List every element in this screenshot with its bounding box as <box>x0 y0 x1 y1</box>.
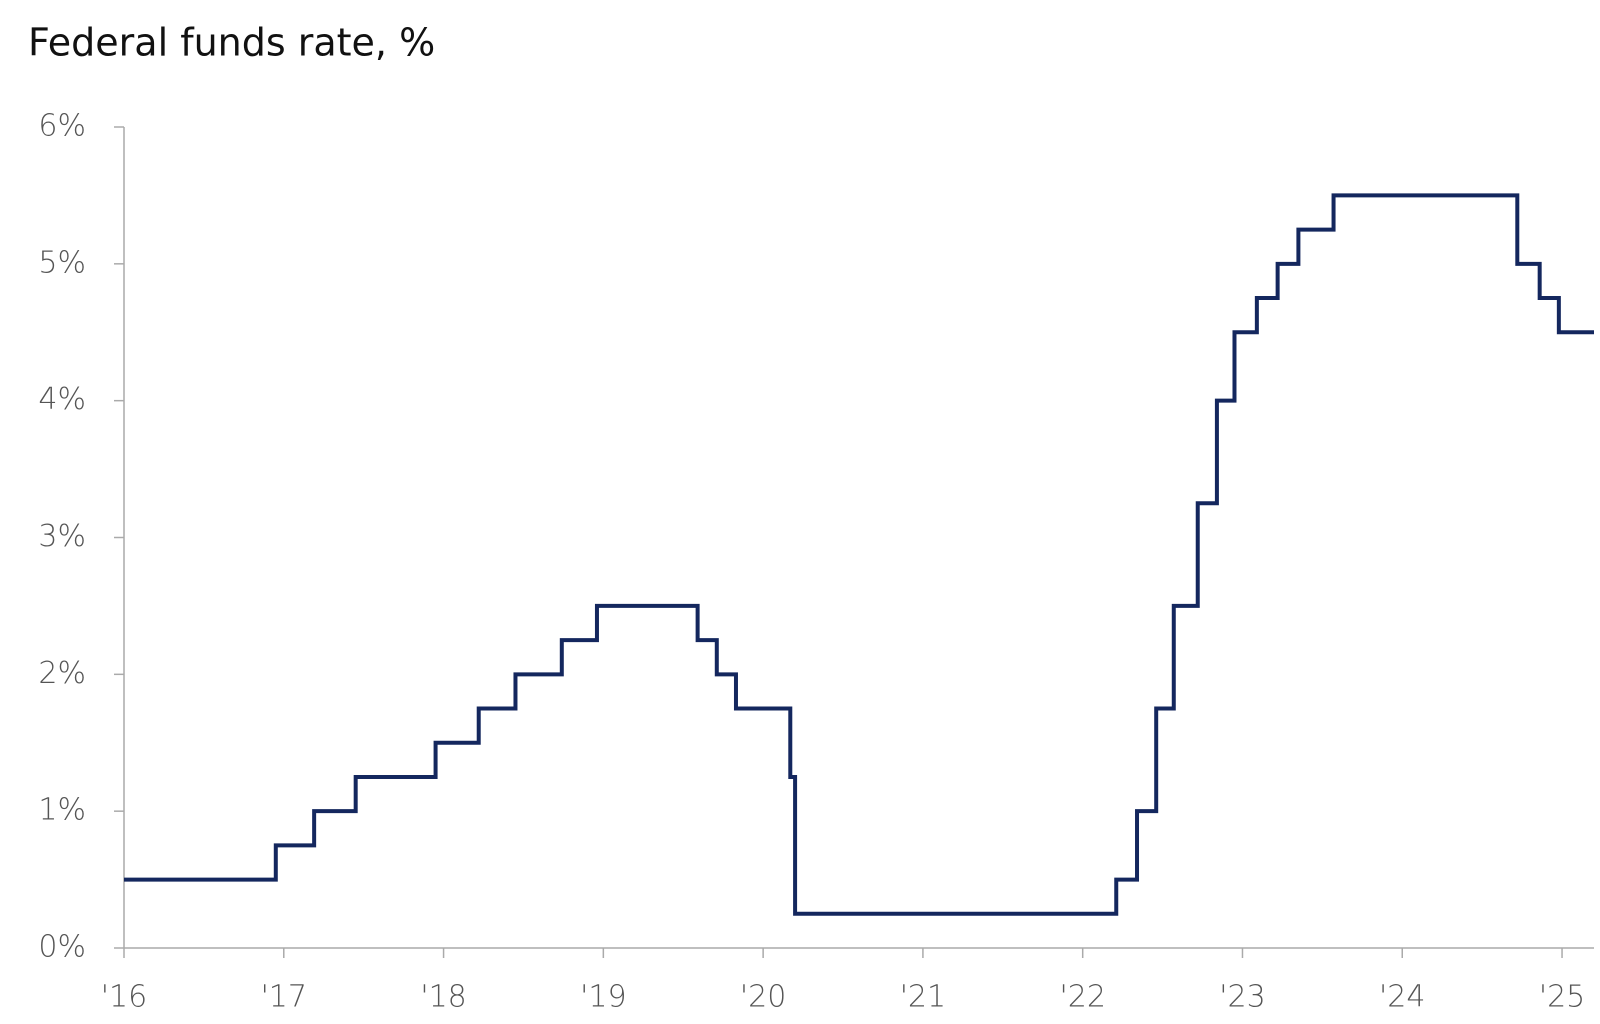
y-tick-label: 4% <box>38 382 86 417</box>
x-tick-label: '16 <box>101 980 147 1015</box>
x-tick-label: '21 <box>900 980 946 1015</box>
x-tick-label: '25 <box>1539 980 1585 1015</box>
x-tick-label: '24 <box>1379 980 1425 1015</box>
y-tick-label: 0% <box>38 930 86 965</box>
y-tick-label: 6% <box>38 109 86 144</box>
x-tick-label: '23 <box>1219 980 1265 1015</box>
y-tick-label: 5% <box>38 245 86 280</box>
y-tick-label: 3% <box>38 519 86 554</box>
x-tick-label: '17 <box>261 980 307 1015</box>
x-tick-label: '22 <box>1059 980 1105 1015</box>
y-tick-label: 1% <box>38 793 86 828</box>
y-tick-label: 2% <box>38 656 86 691</box>
x-tick-label: '19 <box>580 980 626 1015</box>
rate-line <box>124 193 1594 916</box>
x-tick-label: '18 <box>420 980 466 1015</box>
chart-title: Federal funds rate, % <box>28 21 435 65</box>
x-tick-label: '20 <box>740 980 786 1015</box>
